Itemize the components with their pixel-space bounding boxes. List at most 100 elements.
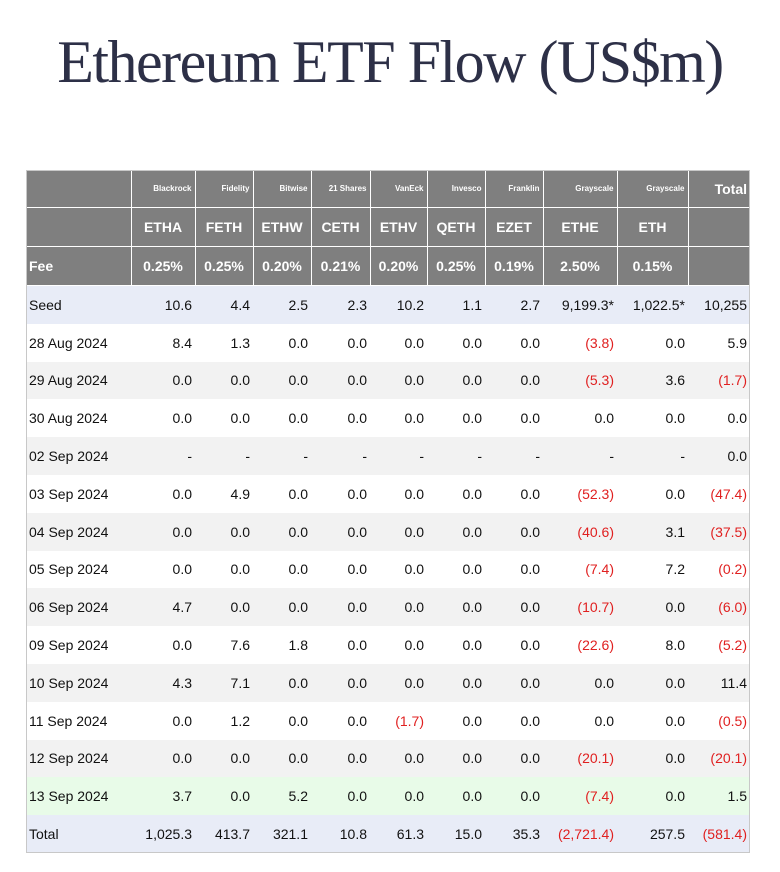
flow-value-cell: (10.7): [543, 588, 617, 627]
flow-value-cell: 1.1: [427, 285, 485, 324]
flow-value-cell: -: [617, 437, 688, 475]
flow-value-cell: 0.0: [617, 474, 688, 513]
flow-value-cell: 0.0: [131, 474, 195, 513]
flow-value-cell: 0.0: [131, 739, 195, 778]
flow-value-cell: 0.0: [370, 588, 427, 627]
flow-value-cell: 35.3: [485, 815, 543, 853]
issuer-header-cell: [26, 170, 132, 208]
row-label: 28 Aug 2024: [26, 323, 131, 362]
flow-value-cell: 0.0: [131, 361, 195, 400]
flow-value-cell: -: [370, 437, 427, 475]
flow-value-cell: 0.0: [195, 777, 253, 816]
flow-value-cell: 15.0: [427, 815, 485, 853]
row-label: 10 Sep 2024: [26, 663, 131, 702]
issuer-header-cell: Fidelity: [195, 170, 254, 208]
ticker-header-cell: ETHV: [370, 207, 428, 247]
flow-value-cell: 1.8: [253, 626, 311, 664]
ticker-header-cell: ETHA: [131, 207, 196, 247]
row-label: 11 Sep 2024: [26, 701, 131, 740]
flow-value-cell: 0.0: [370, 399, 427, 438]
flow-value-cell: 0.0: [485, 474, 543, 513]
table-row: 13 Sep 2024 3.7 0.0 5.2 0.0 0.0 0.0 0.0 (7.4) 0.0…: [26, 777, 750, 816]
flow-value-cell: 0.0: [485, 663, 543, 702]
flow-value-cell: 0.0: [485, 739, 543, 778]
flow-value-cell: (40.6): [543, 512, 617, 551]
flow-value-cell: 0.0: [427, 777, 485, 816]
flow-value-cell: (3.8): [543, 323, 617, 362]
ticker-header-cell: QETH: [427, 207, 486, 247]
flow-value-cell: 0.0: [311, 739, 370, 778]
fee-header-cell: 0.21%: [311, 246, 371, 286]
flow-value-cell: 0.0: [617, 701, 688, 740]
fee-header-cell: 0.25%: [427, 246, 486, 286]
table-body: Seed 10.6 4.4 2.5 2.3 10.2 1.1 2.7 9,199.3* 1,022…: [26, 285, 750, 853]
issuer-header-row: Blackrock Fidelity Bitwise 21 Shares Van…: [26, 170, 750, 208]
flow-value-cell: 0.0: [427, 361, 485, 400]
table-row: 03 Sep 2024 0.0 4.9 0.0 0.0 0.0 0.0 0.0 (52.3) 0.…: [26, 474, 750, 513]
flow-value-cell: (5.2): [688, 626, 750, 664]
flow-value-cell: 0.0: [195, 550, 253, 589]
ticker-header-cell: ETHW: [253, 207, 312, 247]
fee-header-row: Fee 0.25% 0.25% 0.20% 0.21% 0.20% 0.25% …: [26, 246, 750, 286]
row-label: Total: [26, 815, 131, 853]
table-row: 02 Sep 2024- - - - - - - - -0.0: [26, 437, 750, 475]
row-label: 03 Sep 2024: [26, 474, 131, 513]
table-row: 04 Sep 2024 0.0 0.0 0.0 0.0 0.0 0.0 0.0 (40.6) 3.…: [26, 512, 750, 551]
flow-value-cell: 2.7: [485, 285, 543, 324]
issuer-header-cell: Bitwise: [253, 170, 312, 208]
flow-value-cell: 0.0: [311, 323, 370, 362]
flow-value-cell: 0.0: [311, 701, 370, 740]
table-row: 29 Aug 2024 0.0 0.0 0.0 0.0 0.0 0.0 0.0 (5.3) 3.6…: [26, 361, 750, 400]
flow-value-cell: 0.0: [311, 588, 370, 627]
flow-value-cell: 0.0: [370, 323, 427, 362]
row-label: 04 Sep 2024: [26, 512, 131, 551]
flow-value-cell: 0.0: [195, 512, 253, 551]
flow-value-cell: 0.0: [617, 588, 688, 627]
flow-value-cell: 0.0: [370, 512, 427, 551]
flow-value-cell: 4.7: [131, 588, 195, 627]
table-row: 30 Aug 2024 0.0 0.0 0.0 0.0 0.0 0.0 0.0 0.0 0.0 0.…: [26, 399, 750, 438]
table-row: 05 Sep 2024 0.0 0.0 0.0 0.0 0.0 0.0 0.0 (7.4) 7.2…: [26, 550, 750, 589]
flow-value-cell: 7.1: [195, 663, 253, 702]
flow-value-cell: 0.0: [543, 399, 617, 438]
flow-value-cell: 10.6: [131, 285, 195, 324]
ticker-header-row: ETHA FETH ETHW CETH ETHV QETH EZET ETHE …: [26, 207, 750, 247]
flow-value-cell: 0.0: [427, 550, 485, 589]
seed-row: Seed 10.6 4.4 2.5 2.3 10.2 1.1 2.7 9,199.3* 1,022…: [26, 285, 750, 324]
flow-value-cell: 0.0: [485, 550, 543, 589]
flow-value-cell: 257.5: [617, 815, 688, 853]
flow-value-cell: (37.5): [688, 512, 750, 551]
table-header: Blackrock Fidelity Bitwise 21 Shares Van…: [26, 170, 750, 286]
issuer-header-cell: VanEck: [370, 170, 428, 208]
flow-value-cell: 0.0: [195, 739, 253, 778]
flow-value-cell: 4.4: [195, 285, 253, 324]
flow-value-cell: 0.0: [485, 588, 543, 627]
flow-value-cell: 0.0: [131, 701, 195, 740]
flow-value-cell: 413.7: [195, 815, 253, 853]
flow-value-cell: 7.6: [195, 626, 253, 664]
flow-value-cell: 0.0: [688, 399, 750, 438]
flow-value-cell: 10.8: [311, 815, 370, 853]
flow-value-cell: 8.4: [131, 323, 195, 362]
flow-value-cell: 0.0: [195, 588, 253, 627]
table-row: 06 Sep 2024 4.7 0.0 0.0 0.0 0.0 0.0 0.0 (10.7) 0.…: [26, 588, 750, 627]
flow-value-cell: 5.9: [688, 323, 750, 362]
flow-value-cell: 0.0: [253, 474, 311, 513]
table-row: 11 Sep 2024 0.0 1.2 0.0 0.0 (1.7) 0.0 0.0 0.0 0.0…: [26, 701, 750, 740]
flow-value-cell: 0.0: [370, 739, 427, 778]
flow-value-cell: 3.6: [617, 361, 688, 400]
row-label: 30 Aug 2024: [26, 399, 131, 438]
fee-header-cell: 0.19%: [485, 246, 544, 286]
flow-value-cell: 0.0: [427, 399, 485, 438]
flow-value-cell: 0.0: [617, 323, 688, 362]
flow-value-cell: 0.0: [253, 323, 311, 362]
table-row: 09 Sep 2024 0.0 7.6 1.8 0.0 0.0 0.0 0.0 (22.6) 8.…: [26, 626, 750, 664]
flow-value-cell: 1.3: [195, 323, 253, 362]
row-label: 29 Aug 2024: [26, 361, 131, 400]
table-row: 12 Sep 2024 0.0 0.0 0.0 0.0 0.0 0.0 0.0 (20.1) 0.…: [26, 739, 750, 778]
flow-value-cell: -: [543, 437, 617, 475]
table-row: 10 Sep 2024 4.3 7.1 0.0 0.0 0.0 0.0 0.0 0.0 0.0 11…: [26, 663, 750, 702]
flow-value-cell: (20.1): [543, 739, 617, 778]
ticker-header-cell: [26, 207, 132, 247]
flow-value-cell: (6.0): [688, 588, 750, 627]
